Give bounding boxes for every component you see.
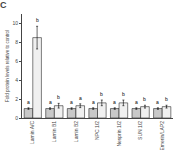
svg-text:b: b [165, 96, 168, 102]
svg-text:Nesprin 1/2: Nesprin 1/2 [116, 121, 122, 147]
svg-text:Lamin B2: Lamin B2 [73, 121, 79, 142]
svg-text:a: a [113, 99, 116, 105]
svg-text:Emerin/LAP2: Emerin/LAP2 [159, 121, 165, 151]
svg-text:2: 2 [15, 96, 18, 102]
svg-text:a: a [79, 95, 82, 101]
svg-text:a: a [92, 99, 95, 105]
svg-text:a: a [49, 99, 52, 105]
svg-text:b: b [100, 91, 103, 97]
svg-text:C: C [0, 0, 7, 10]
svg-text:a: a [27, 99, 30, 105]
svg-text:NPC 1/2: NPC 1/2 [94, 121, 100, 140]
svg-text:8: 8 [15, 39, 18, 45]
svg-text:b: b [143, 96, 146, 102]
svg-text:10: 10 [12, 20, 18, 26]
svg-text:6: 6 [15, 58, 18, 64]
svg-text:a: a [70, 99, 73, 105]
svg-text:Fold protein levels relative t: Fold protein levels relative to control [5, 30, 10, 102]
svg-text:a: a [156, 99, 159, 105]
svg-text:Lamin B1: Lamin B1 [51, 121, 57, 142]
svg-text:SUN 1/2: SUN 1/2 [137, 121, 143, 140]
svg-text:Lamin A/C: Lamin A/C [29, 121, 35, 144]
svg-text:b: b [122, 91, 125, 97]
svg-text:b: b [57, 94, 60, 100]
svg-text:a: a [135, 99, 138, 105]
svg-text:b: b [36, 17, 39, 23]
svg-text:0: 0 [15, 115, 18, 121]
svg-text:4: 4 [15, 77, 18, 83]
